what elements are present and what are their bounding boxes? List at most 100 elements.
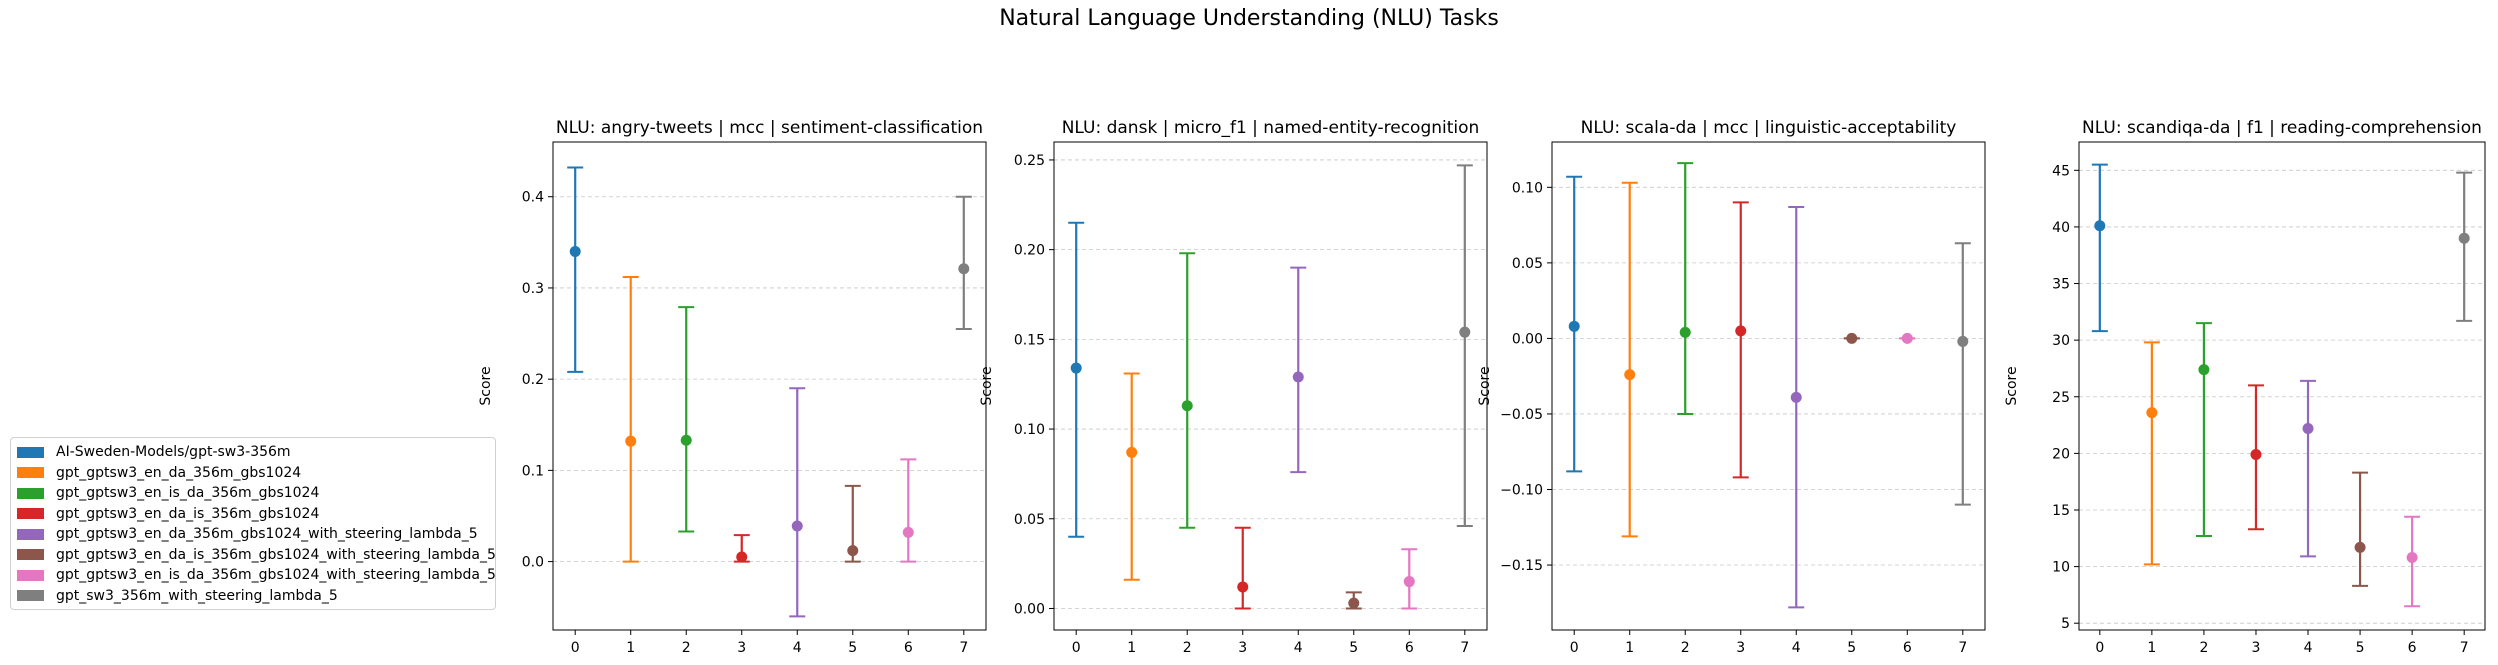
axes-frame — [1551, 141, 1986, 631]
legend-item: gpt_gptsw3_en_da_is_356m_gbs1024 — [17, 504, 495, 525]
data-point — [736, 551, 748, 563]
data-point — [2302, 422, 2314, 434]
y-tick-label: 0.20 — [1014, 243, 1045, 259]
y-tick-label: 35 — [2052, 277, 2070, 293]
legend-item: gpt_gptsw3_en_da_is_356m_gbs1024_with_st… — [17, 545, 496, 566]
x-tick-label: 1 — [2147, 640, 2156, 656]
legend-swatch — [17, 590, 44, 602]
data-point — [1126, 446, 1138, 458]
y-tick-label: 0.00 — [1014, 601, 1045, 617]
legend-item: gpt_sw3_356m_with_steering_lambda_5 — [17, 586, 495, 607]
x-tick-label: 4 — [1792, 640, 1801, 656]
legend-label: gpt_gptsw3_en_is_da_356m_gbs1024_with_st… — [56, 567, 496, 584]
y-axis-label: Score — [478, 366, 494, 405]
data-point — [2354, 541, 2366, 553]
data-point — [2094, 220, 2106, 232]
data-point — [1735, 325, 1747, 337]
legend-item: gpt_gptsw3_en_da_356m_gbs1024 — [17, 463, 495, 484]
x-tick-label: 5 — [2356, 640, 2365, 656]
legend-item: gpt_gptsw3_en_is_da_356m_gbs1024_with_st… — [17, 565, 496, 586]
data-point — [1403, 576, 1415, 588]
x-tick-label: 4 — [793, 640, 802, 656]
y-tick-label: 10 — [2052, 560, 2070, 576]
data-point — [1237, 581, 1249, 593]
data-point — [1292, 371, 1304, 383]
data-point — [791, 520, 803, 532]
x-tick-label: 5 — [1349, 640, 1358, 656]
y-tick-label: −0.05 — [1500, 407, 1543, 423]
x-tick-label: 3 — [1736, 640, 1745, 656]
data-point — [847, 545, 859, 557]
y-axis-label: Score — [1477, 366, 1493, 405]
x-tick-label: 1 — [1625, 640, 1634, 656]
data-point — [1957, 335, 1969, 347]
x-tick-label: 3 — [737, 640, 746, 656]
legend-label: gpt_gptsw3_en_da_is_356m_gbs1024 — [56, 505, 320, 522]
chart-title: NLU: dansk | micro_f1 | named-entity-rec… — [1062, 118, 1480, 138]
x-tick-label: 7 — [1958, 640, 1967, 656]
data-point — [2406, 552, 2418, 564]
legend-swatch — [17, 446, 44, 458]
legend-swatch — [17, 528, 44, 540]
data-point — [1181, 400, 1193, 412]
data-point — [2458, 232, 2470, 244]
axes-frame — [2078, 141, 2486, 631]
x-tick-label: 0 — [2095, 640, 2104, 656]
x-tick-label: 5 — [848, 640, 857, 656]
x-tick-label: 1 — [626, 640, 635, 656]
y-tick-label: −0.15 — [1500, 558, 1543, 574]
chart-title: NLU: scala-da | mcc | linguistic-accepta… — [1581, 118, 1957, 138]
legend-label: gpt_sw3_356m_with_steering_lambda_5 — [56, 587, 338, 604]
axes-frame — [552, 141, 987, 631]
y-tick-label: 0.00 — [1512, 331, 1543, 347]
data-point — [1846, 332, 1858, 344]
data-point — [1679, 326, 1691, 338]
y-tick-label: 0.0 — [522, 555, 544, 571]
legend-swatch — [17, 508, 44, 520]
x-tick-label: 6 — [1405, 640, 1414, 656]
data-point — [1901, 332, 1913, 344]
legend-item: gpt_gptsw3_en_da_356m_gbs1024_with_steer… — [17, 524, 495, 545]
x-tick-label: 3 — [2252, 640, 2261, 656]
y-tick-label: 0.1 — [522, 463, 544, 479]
legend-item: AI-Sweden-Models/gpt-sw3-356m — [17, 442, 495, 463]
x-tick-label: 7 — [1460, 640, 1469, 656]
legend-swatch — [17, 487, 44, 499]
x-tick-label: 2 — [1183, 640, 1192, 656]
axes-frame — [1053, 141, 1488, 631]
y-tick-label: 30 — [2052, 333, 2070, 349]
x-tick-label: 0 — [571, 640, 580, 656]
y-tick-label: 45 — [2052, 163, 2070, 179]
x-tick-label: 2 — [682, 640, 691, 656]
x-tick-label: 7 — [2460, 640, 2469, 656]
y-tick-label: 25 — [2052, 390, 2070, 406]
data-point — [1348, 597, 1360, 609]
y-axis-label: Score — [979, 366, 995, 405]
x-tick-label: 5 — [1847, 640, 1856, 656]
y-tick-label: 0.05 — [1512, 256, 1543, 272]
x-tick-label: 2 — [2199, 640, 2208, 656]
legend-swatch — [17, 549, 44, 561]
y-tick-label: 0.25 — [1014, 153, 1045, 169]
data-point — [569, 245, 581, 257]
x-tick-label: 6 — [1903, 640, 1912, 656]
x-tick-label: 0 — [1072, 640, 1081, 656]
figure-title: Natural Language Understanding (NLU) Tas… — [999, 6, 1499, 31]
y-tick-label: 0.2 — [522, 372, 544, 388]
chart-title: NLU: angry-tweets | mcc | sentiment-clas… — [556, 118, 983, 138]
x-tick-label: 6 — [904, 640, 913, 656]
legend: AI-Sweden-Models/gpt-sw3-356m gpt_gptsw3_… — [10, 437, 496, 610]
legend-label: gpt_gptsw3_en_is_da_356m_gbs1024 — [56, 485, 320, 502]
data-point — [680, 434, 692, 446]
y-tick-label: 0.3 — [522, 281, 544, 297]
y-tick-label: 0.05 — [1014, 512, 1045, 528]
data-point — [902, 526, 914, 538]
y-tick-label: 40 — [2052, 220, 2070, 236]
data-point — [1568, 320, 1580, 332]
legend-label: AI-Sweden-Models/gpt-sw3-356m — [56, 444, 291, 461]
legend-swatch — [17, 569, 44, 581]
data-point — [958, 263, 970, 275]
y-tick-label: 0.10 — [1014, 422, 1045, 438]
y-tick-label: 20 — [2052, 446, 2070, 462]
